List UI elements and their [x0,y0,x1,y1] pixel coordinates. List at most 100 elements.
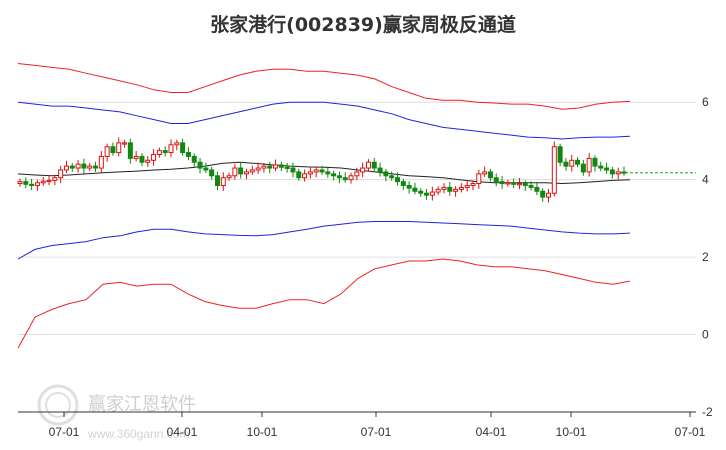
candle-body [313,169,319,173]
y-tick-label: 0 [702,328,709,342]
candle-body [522,183,528,186]
candle-body [586,157,592,173]
candle-body [23,181,29,185]
channel-bands [17,63,696,349]
candle-body [34,182,40,186]
candle-body [580,163,586,173]
candle-body [534,186,540,192]
candle-body [499,181,505,185]
candle-body [424,192,430,196]
candlesticks [17,137,627,203]
candle-body [418,190,424,194]
candle-body [331,173,337,177]
candle-body [168,144,174,154]
candle-body [307,171,313,175]
candle-body [389,175,395,179]
candle-body [447,186,453,192]
candle-body [395,177,400,183]
x-tick-label: 10-01 [556,425,587,439]
candle-body [156,150,162,155]
candle-body [145,159,151,163]
candle-body [551,146,557,194]
candle-body [476,173,482,185]
candle-body [238,167,244,175]
candle-body [284,166,290,169]
candle-body [75,163,81,169]
candle-body [122,142,128,145]
candle-body [203,167,209,171]
candle-body [162,150,168,154]
candle-body [377,167,383,173]
candle-body [598,165,604,169]
candle-body [197,161,203,169]
candle-body [563,161,569,167]
candle-body [58,169,64,179]
candle-body [609,169,615,175]
lower-inner-line [17,221,631,260]
candle-body [505,182,511,185]
candle-body [98,155,104,169]
upper-inner-line [17,101,631,140]
candle-body [621,171,627,174]
candle-body [487,171,493,179]
candle-body [290,167,296,173]
y-tick-label: -2 [702,405,713,419]
candle-body [458,186,464,190]
candle-body [81,163,87,169]
candle-body [325,171,331,175]
x-tick-label: 07-01 [675,425,706,439]
candle-body [371,161,377,169]
candle-body [400,181,406,186]
candle-body [214,175,220,186]
candle-body [464,184,470,188]
candle-body [453,188,459,192]
chart-title: 张家港行(002839)赢家周极反通道 [210,14,516,36]
candle-body [17,181,23,185]
candle-body [592,157,598,167]
candle-body [63,165,69,171]
candle-body [93,165,98,169]
candle-body [139,155,145,163]
candle-body [87,165,93,169]
candle-body [255,167,261,171]
candle-body [261,165,267,169]
candle-body [267,165,273,169]
candle-body [511,182,517,185]
candle-body [482,171,488,175]
candle-body [604,167,610,171]
moving-average-line [17,161,631,185]
candle-body [493,177,499,183]
candle-body [278,164,284,168]
candle-body [406,184,412,189]
candle-body [151,153,157,161]
candle-body [185,152,191,157]
candle-body [435,188,441,193]
candle-body [470,183,476,186]
watermark-logo-inner-icon [45,392,71,418]
candle-body [226,175,232,179]
candle-body [441,186,447,190]
candle-body [569,159,575,167]
upper-outer-line [17,63,631,110]
candle-body [296,171,302,179]
x-tick-label: 07-01 [361,425,392,439]
candle-body [557,146,563,163]
candle-body [104,146,110,157]
candle-body [615,171,621,175]
candle-body [116,142,122,154]
candle-body [319,169,325,173]
x-tick-label: 04-01 [476,425,507,439]
watermark-logo-icon [37,384,79,426]
candle-body [546,192,551,198]
candle-body [29,183,35,187]
candle-body [52,177,58,181]
candle-body [383,171,389,177]
candle-body [69,165,75,169]
candle-body [46,179,52,183]
candle-body [342,177,348,181]
watermark-url: www.360gann.com [87,427,189,441]
candle-body [174,142,180,146]
candle-body [540,190,546,198]
x-tick-label: 07-01 [49,425,80,439]
